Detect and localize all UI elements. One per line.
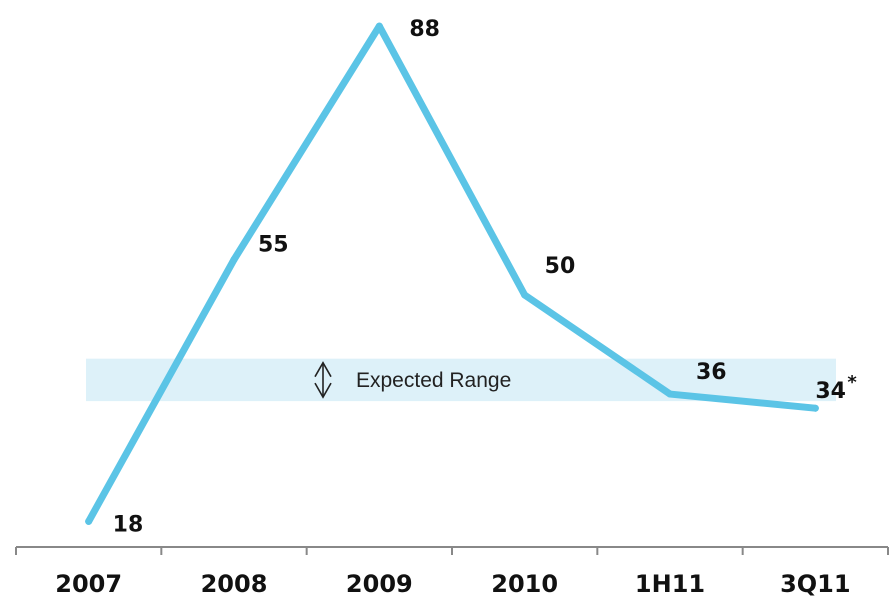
expected-range-band-group: Expected Range (86, 358, 836, 402)
data-label-3q11: 34 (815, 379, 846, 404)
data-point-1h11 (666, 390, 674, 398)
x-tick-labels: 2007 2008 2009 2010 1H11 3Q11 (55, 570, 850, 598)
data-label-2007: 18 (113, 512, 144, 537)
data-label-1h11: 36 (696, 360, 727, 385)
data-labels: 18 55 88 50 36 34 * (113, 17, 858, 537)
x-tick-label-1h11: 1H11 (635, 570, 705, 598)
data-point-2008 (230, 256, 238, 264)
expected-range-band (86, 358, 836, 402)
x-tick-label-2008: 2008 (201, 570, 268, 598)
series-line-group (85, 22, 819, 525)
x-tick-label-3q11: 3Q11 (780, 570, 851, 598)
data-label-2010: 50 (545, 254, 576, 279)
data-label-2009: 88 (409, 17, 440, 42)
x-tick-label-2007: 2007 (55, 570, 122, 598)
x-axis (15, 546, 889, 555)
series-line (85, 22, 819, 525)
data-point-2009 (375, 22, 383, 30)
expected-range-label: Expected Range (356, 369, 511, 392)
data-label-2008: 55 (258, 233, 289, 258)
x-tick-label-2009: 2009 (346, 570, 413, 598)
data-point-3q11 (811, 404, 819, 412)
expected-range-arrow-icon (314, 361, 332, 399)
footnote-marker: * (847, 372, 857, 393)
x-tick-label-2010: 2010 (491, 570, 558, 598)
data-point-2007 (85, 517, 93, 525)
data-point-2010 (521, 291, 529, 299)
